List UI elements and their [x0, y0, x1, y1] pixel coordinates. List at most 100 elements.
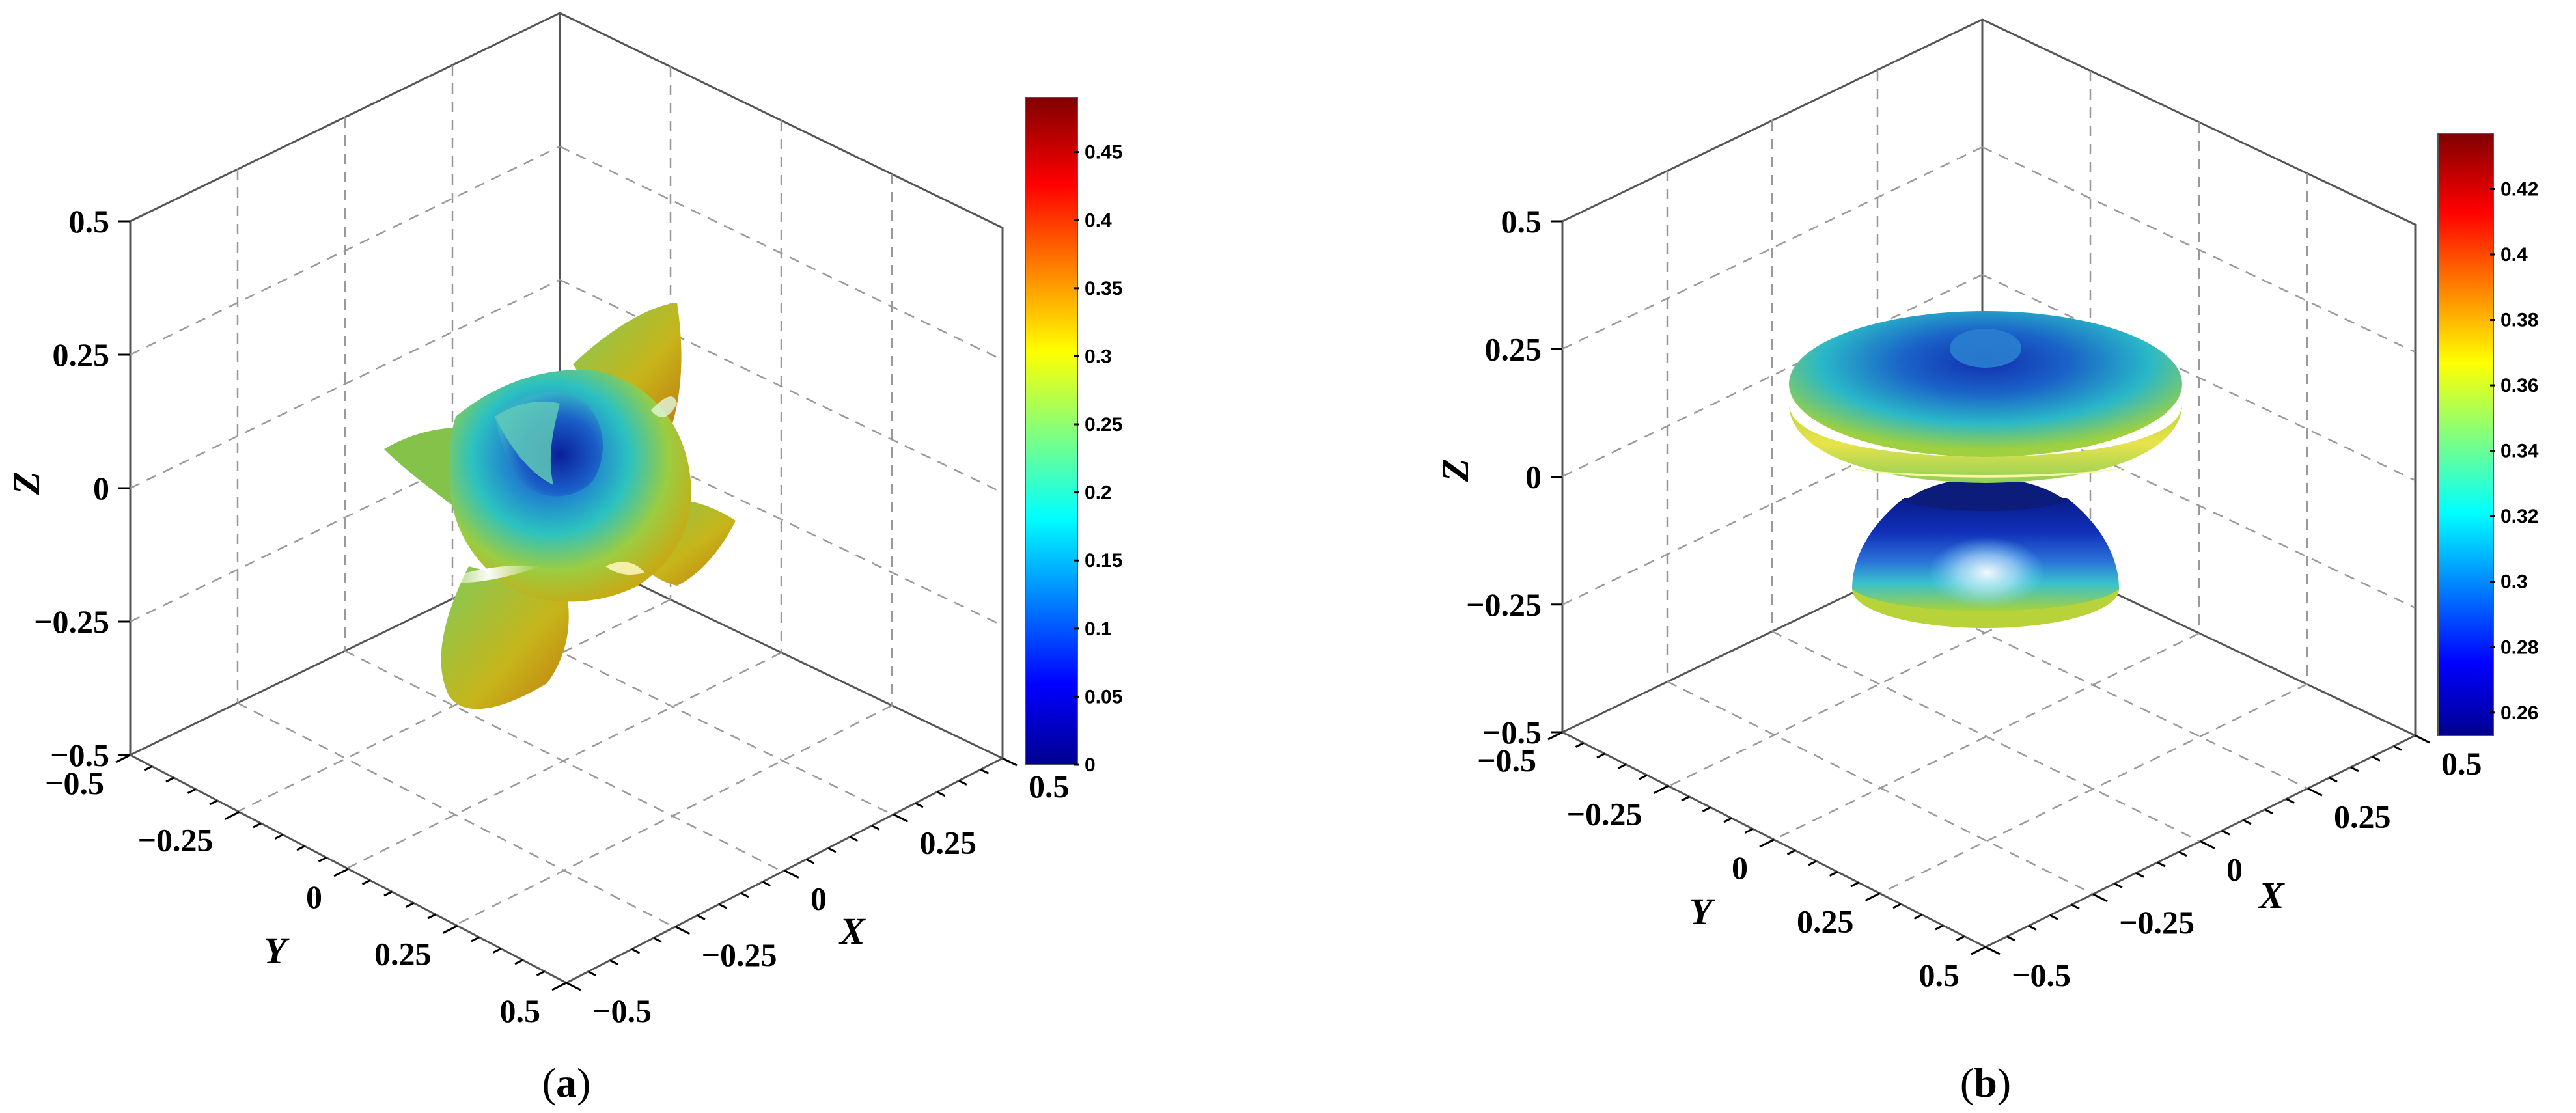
panel-a-y-tick-label: 0.25: [374, 936, 432, 972]
panel-a-y-tick-mark: [361, 879, 371, 885]
panel-a-cup-rim: [495, 401, 560, 485]
panel-a-lower-petal: [441, 566, 569, 709]
panel-b-x-tick-mark: [1985, 946, 2001, 955]
panel-b-x-tick-mark: [2372, 756, 2381, 762]
panel-b-z-tick-label: −0.5: [1482, 714, 1542, 750]
panel-a-y-tick-mark: [209, 799, 218, 806]
panel-a-x-label: X: [838, 910, 866, 952]
panel-a-x-tick-mark: [718, 903, 728, 909]
panel-a-x-tick-mark: [849, 836, 859, 842]
panel-b-y-tick-mark: [1829, 871, 1838, 877]
panel-b-x-tick-label: −0.5: [2012, 957, 2071, 993]
panel-b-colorbar-tick-label: 0.42: [2500, 178, 2538, 200]
panel-a-y-tick-mark: [514, 959, 523, 965]
panel-a: −0.5 −0.25 0 0.25 0.5 −0.5 −0.25 0 0.25 0.5 −0.5…: [5, 12, 1122, 1106]
panel-b-waist: [1904, 478, 2067, 511]
panel-a-highlight-2: [605, 562, 644, 575]
panel-b-colorbar-tick-label: 0.34: [2500, 441, 2539, 462]
panel-b-y-tick-mark: [1547, 731, 1563, 741]
panel-b-x-tick-mark: [2264, 808, 2273, 815]
panel-b-y-tick-mark: [1744, 828, 1754, 834]
panel-a-x-tick-mark: [1002, 757, 1018, 767]
panel-b-x-tick-mark: [2286, 798, 2295, 804]
panel-b-colorbar: [2437, 133, 2494, 736]
panel-a-x-tick-mark: [980, 768, 990, 775]
panel-a-y-tick-mark: [383, 890, 393, 897]
panel-a-x-tick-mark: [936, 791, 946, 797]
panel-a-top-petal: [573, 303, 682, 430]
panel-a-colorbar-tick-label: 0.25: [1085, 414, 1122, 435]
panel-a-x-tick-mark: [653, 937, 662, 943]
panel-a-y-tick-mark: [333, 868, 349, 877]
panel-b-x-tick-label: 0: [2226, 851, 2243, 888]
panel-b-y-tick-mark: [1639, 774, 1648, 780]
panel-b-x-tick-mark: [2114, 883, 2123, 888]
panel-b-y-tick-mark: [1617, 763, 1627, 769]
panel-b-x-tick-mark: [2200, 840, 2215, 849]
panel-a-y-tick-mark: [296, 845, 305, 851]
panel-a-x-tick-label: 0.25: [920, 824, 977, 860]
panel-a-z-tick-label: 0: [93, 470, 109, 506]
panel-a-y-tick-mark: [165, 776, 174, 783]
panel-b-y-tick-mark: [1786, 849, 1796, 855]
panel-b-caption: (b): [1960, 1060, 2011, 1106]
panel-b-x-tick-mark: [2307, 787, 2323, 797]
panel-b-colorbar-tick-label: 0.36: [2500, 375, 2538, 396]
panel-a-x-tick-mark: [674, 926, 691, 935]
panel-a-colorbar-tick-label: 0.4: [1085, 210, 1112, 231]
panel-a-y-ticks: −0.5 −0.25 0 0.25 0.5: [45, 754, 567, 1029]
panel-b-y-ticks: −0.5 −0.25 0 0.25 0.5: [1477, 731, 1986, 993]
panel-b-y-tick-mark: [1808, 860, 1817, 866]
panel-a-y-tick-mark: [536, 970, 546, 976]
panel-a-colorbar-ticks: 0 0.05 0.1 0.15 0.2 0.25 0.3 0.35 0.4 0.45: [1074, 142, 1122, 776]
panel-b-x-tick-mark: [2350, 766, 2359, 773]
panel-b-y-tick-mark: [1864, 892, 1881, 901]
panel-b-x-tick-mark: [2329, 776, 2338, 783]
panel-b-x-tick-mark: [2415, 734, 2430, 744]
panel-b-y-tick-label: 0.5: [1919, 957, 1960, 993]
panel-b-y-tick-mark: [1702, 806, 1711, 812]
panel-a-y-tick-mark: [143, 765, 153, 771]
panel-b-colorbar-ticks: 0.26 0.28 0.3 0.32 0.34 0.36 0.38 0.4 0.42: [2490, 178, 2539, 724]
panel-b-lower-glow: [1928, 537, 2045, 609]
panel-b-z-tick-label: 0.5: [1501, 203, 1542, 240]
panel-b-x-tick-mark: [2049, 914, 2058, 920]
panel-a-y-tick-mark: [442, 925, 458, 934]
panel-a-y-tick-mark: [405, 902, 415, 908]
panel-a-y-tick-label: 0: [306, 879, 322, 915]
panel-b-x-tick-mark: [2135, 872, 2144, 878]
panel-b-y-tick-mark: [1892, 903, 1902, 909]
panel-b-upper-skirt: [1789, 404, 2182, 483]
panel-a-colorbar-tick-label: 0.2: [1085, 482, 1112, 504]
panel-b-y-tick-mark: [1935, 924, 1944, 931]
panel-a-highlight-3: [651, 396, 677, 417]
panel-b-x-tick-label: 0.5: [2441, 745, 2482, 782]
panel-b-x-tick-mark: [2028, 925, 2037, 931]
panel-b-x-tick-label: −0.25: [2119, 904, 2195, 941]
panel-a-colorbar-tick-label: 0: [1085, 754, 1096, 776]
panel-b-colorbar-tick-label: 0.3: [2500, 571, 2528, 593]
panel-a-z-tick-label: −0.5: [50, 737, 109, 773]
panel-b-y-tick-mark: [1759, 838, 1775, 848]
panel-a-caption: (a): [542, 1060, 591, 1106]
panel-a-y-label: Y: [264, 929, 290, 972]
panel-a-x-tick-mark: [871, 825, 880, 831]
panel-a-y-tick-mark: [115, 754, 131, 763]
panel-a-z-ticks: −0.5 −0.25 0 0.25 0.5: [34, 203, 130, 773]
panel-a-y-tick-mark: [224, 811, 240, 820]
panel-a-highlight-1: [436, 565, 540, 583]
panel-b-x-tick-mark: [2221, 829, 2230, 836]
panel-b-y-tick-mark: [1723, 817, 1732, 823]
panel-a-y-tick-mark: [427, 913, 436, 920]
panel-a-surface: [384, 303, 736, 709]
panel-b-colorbar-tick-label: 0.28: [2500, 637, 2538, 658]
panel-b-y-tick-mark: [1575, 742, 1585, 748]
panel-a-colorbar-tick-label: 0.05: [1085, 686, 1122, 708]
panel-b-y-tick-label: −0.5: [1477, 742, 1536, 778]
panel-a-y-tick-label: −0.5: [45, 765, 104, 801]
panel-a-y-tick-mark: [187, 788, 197, 794]
panel-b-cap-peak: [1950, 329, 2021, 368]
panel-b-y-tick-mark: [1596, 752, 1605, 759]
panel-b-x-tick-mark: [2006, 935, 2015, 942]
